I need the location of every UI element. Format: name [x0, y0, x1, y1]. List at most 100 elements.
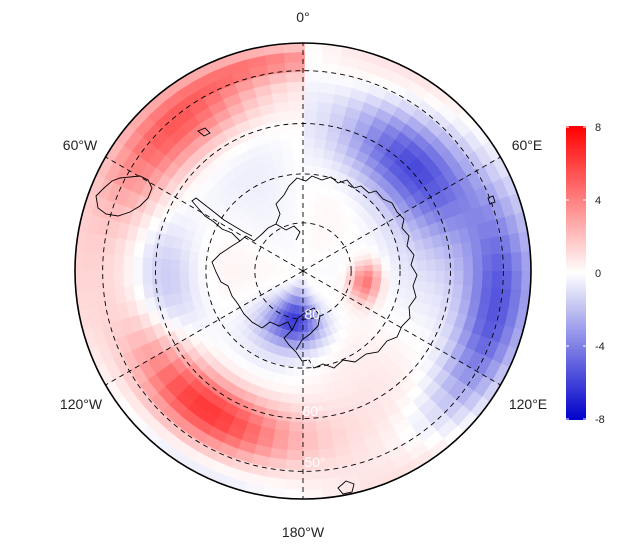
- field-cell: [153, 410, 176, 432]
- field-cell: [205, 54, 230, 73]
- field-cell: [148, 391, 170, 413]
- field-cell: [81, 190, 98, 215]
- field-cell: [302, 296, 307, 307]
- field-cell: [278, 328, 288, 340]
- field-cell: [171, 373, 190, 392]
- field-cell: [421, 431, 445, 452]
- field-cell: [146, 166, 165, 186]
- field-cell: [329, 426, 348, 440]
- field-cell: [303, 71, 323, 83]
- field-cell: [422, 236, 435, 251]
- field-cell: [319, 289, 329, 299]
- field-cell: [428, 386, 449, 407]
- field-cell: [372, 264, 383, 272]
- field-cell: [329, 112, 347, 126]
- field-cell: [285, 293, 292, 304]
- field-cell: [410, 450, 435, 471]
- field-cell: [289, 191, 298, 203]
- field-cell: [293, 296, 299, 306]
- field-cell: [287, 294, 295, 305]
- field-cell: [272, 185, 284, 198]
- field-cell: [237, 399, 255, 414]
- field-cell: [296, 331, 303, 342]
- field-cell: [273, 285, 284, 294]
- field-cell: [312, 228, 319, 239]
- field-cell: [314, 338, 324, 350]
- field-cell: [470, 285, 483, 304]
- field-cell: [348, 240, 360, 250]
- field-cell: [301, 440, 319, 452]
- field-cell: [286, 273, 296, 279]
- field-cell: [313, 293, 321, 304]
- field-cell: [287, 228, 295, 239]
- field-cell: [328, 273, 339, 278]
- field-cell: [358, 385, 375, 401]
- field-cell: [361, 101, 381, 118]
- field-cell: [362, 133, 381, 149]
- field-cell: [277, 275, 287, 281]
- field-cell: [417, 99, 440, 120]
- field-cell: [359, 425, 380, 441]
- field-cell: [405, 442, 429, 463]
- field-cell: [142, 282, 155, 299]
- field-cell: [187, 269, 198, 282]
- field-cell: [276, 272, 286, 276]
- field-cell: [311, 271, 321, 275]
- field-cell: [179, 248, 191, 262]
- field-cell: [322, 344, 334, 357]
- field-cell: [500, 345, 519, 370]
- field-cell: [316, 240, 324, 250]
- field-cell: [371, 277, 382, 286]
- field-cell: [188, 61, 213, 82]
- field-cell: [303, 262, 307, 271]
- lon-label-60e: 60°E: [512, 137, 543, 153]
- field-cell: [456, 329, 473, 349]
- field-cell: [322, 248, 333, 257]
- field-cell: [287, 247, 295, 257]
- field-cell: [309, 192, 318, 203]
- field-cell: [141, 269, 153, 286]
- field-cell: [508, 327, 525, 352]
- field-cell: [272, 214, 282, 226]
- field-cell: [443, 95, 467, 118]
- field-cell: [288, 109, 305, 121]
- field-cell: [214, 73, 237, 91]
- field-cell: [508, 232, 522, 255]
- field-cell: [284, 165, 296, 176]
- field-cell: [282, 282, 291, 290]
- field-cell: [169, 258, 180, 271]
- field-cell: [411, 107, 433, 128]
- field-cell: [395, 287, 408, 300]
- field-cell: [389, 278, 400, 289]
- field-cell: [277, 261, 287, 267]
- field-cell: [221, 433, 242, 450]
- field-cell: [413, 238, 426, 253]
- field-cell: [129, 364, 148, 386]
- field-cell: [268, 258, 279, 265]
- field-cell: [303, 262, 308, 271]
- field-cell: [324, 399, 340, 412]
- field-cell: [204, 468, 229, 487]
- field-cell: [268, 261, 278, 267]
- field-cell: [266, 290, 277, 300]
- field-cell: [266, 168, 279, 181]
- field-cell: [241, 390, 258, 405]
- field-cell: [385, 237, 397, 250]
- field-cell: [209, 292, 221, 305]
- field-cell: [317, 290, 326, 301]
- field-cell: [433, 246, 446, 261]
- field-cell: [321, 245, 331, 255]
- field-cell: [466, 300, 481, 320]
- field-cell: [358, 332, 372, 346]
- field-cell: [285, 270, 295, 273]
- field-cell: [327, 277, 338, 284]
- field-cell: [399, 271, 410, 282]
- field-cell: [279, 279, 289, 287]
- field-cell: [268, 304, 279, 315]
- field-cell: [274, 234, 284, 245]
- field-cell: [465, 332, 482, 353]
- field-cell: [469, 396, 492, 421]
- field-cell: [321, 381, 336, 394]
- field-cell: [115, 185, 133, 207]
- field-cell: [306, 244, 311, 255]
